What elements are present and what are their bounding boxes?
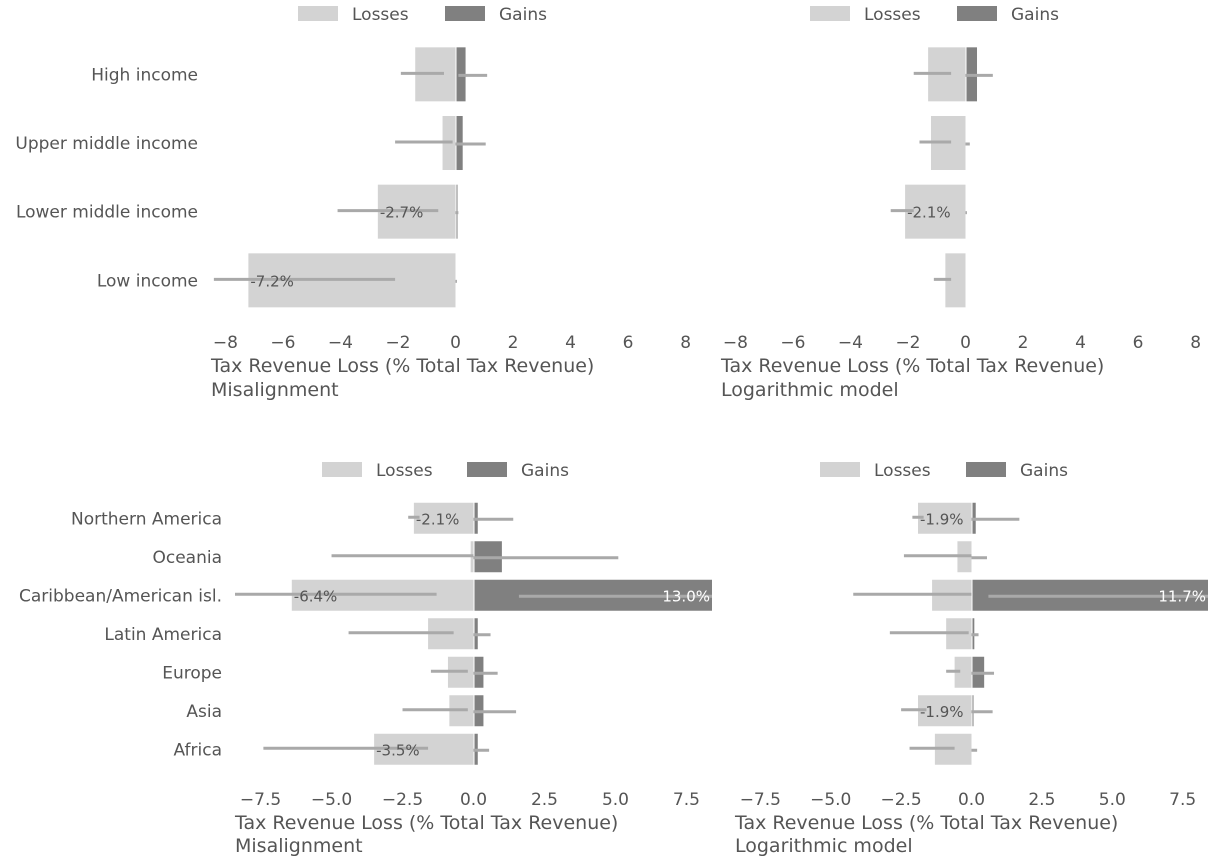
- legend-swatch-losses: [820, 462, 860, 477]
- category-label: Lower middle income: [16, 203, 198, 223]
- legend-swatch-losses: [810, 6, 850, 21]
- x-tick-label: 6: [623, 333, 634, 353]
- chart-subtitle: Misalignment: [235, 835, 363, 857]
- x-tick-label: −8: [213, 333, 238, 353]
- x-tick-label: −4: [838, 333, 863, 353]
- legend-swatch-gains: [467, 462, 507, 477]
- x-tick-label: 7.5: [1169, 790, 1196, 810]
- data-label: -6.4%: [294, 587, 338, 605]
- x-tick-label: −7.5: [740, 790, 781, 810]
- legend-label-gains: Gains: [521, 461, 569, 481]
- x-tick-label: 4: [565, 333, 576, 353]
- legend-label-gains: Gains: [499, 5, 547, 25]
- x-tick-label: 2.5: [531, 790, 558, 810]
- chart-panel-2: Losses Gains -2.1% −8 −6 −4 −2 0 2 4 6 8 Tax Revenue…: [720, 5, 1201, 401]
- chart-panel-3: Losses Gains Northern America Oceania Caribb…: [19, 461, 712, 857]
- legend-label-losses: Losses: [874, 461, 931, 481]
- legend: Losses Gains: [810, 5, 1059, 25]
- x-axis-label: Tax Revenue Loss (% Total Tax Revenue): [210, 355, 594, 377]
- x-tick-label: −8: [723, 333, 748, 353]
- legend-swatch-losses: [322, 462, 362, 477]
- category-label: Europe: [162, 663, 222, 683]
- legend-swatch-gains: [957, 6, 997, 21]
- category-label: Caribbean/American isl.: [19, 586, 222, 606]
- category-label: Low income: [97, 271, 198, 291]
- category-label: Upper middle income: [15, 134, 198, 154]
- chart-subtitle: Logarithmic model: [721, 379, 899, 401]
- legend-swatch-gains: [445, 6, 485, 21]
- x-tick-label: −4: [328, 333, 353, 353]
- x-tick-label: −5.0: [810, 790, 851, 810]
- x-tick-label: 0.0: [460, 790, 487, 810]
- x-tick-label: −6: [780, 333, 805, 353]
- x-tick-label: 8: [1190, 333, 1201, 353]
- legend: Losses Gains: [322, 461, 569, 481]
- data-label: -2.7%: [380, 204, 424, 222]
- x-tick-label: −2.5: [382, 790, 423, 810]
- legend-label-gains: Gains: [1011, 5, 1059, 25]
- legend-label-losses: Losses: [352, 5, 409, 25]
- x-tick-label: −7.5: [240, 790, 281, 810]
- x-axis-label: Tax Revenue Loss (% Total Tax Revenue): [720, 355, 1104, 377]
- category-label: High income: [91, 65, 198, 85]
- category-label: Asia: [186, 702, 222, 722]
- chart-subtitle: Logarithmic model: [735, 835, 913, 857]
- x-tick-label: 2: [508, 333, 519, 353]
- data-label: -3.5%: [376, 741, 420, 759]
- x-tick-label: −2.5: [880, 790, 921, 810]
- category-label: Africa: [174, 740, 223, 760]
- x-tick-label: 5.0: [1099, 790, 1126, 810]
- data-label: 13.0%: [662, 587, 710, 605]
- chart-panel-4: Losses Gains -1.9% 11.7% -1.9% −7.5 −5.0 −2.5 0.…: [734, 461, 1208, 857]
- category-label: Latin America: [104, 625, 222, 645]
- category-label: Northern America: [71, 509, 222, 529]
- legend-label-losses: Losses: [864, 5, 921, 25]
- x-tick-label: −2: [385, 333, 410, 353]
- chart-subtitle: Misalignment: [211, 379, 339, 401]
- legend-label-losses: Losses: [376, 461, 433, 481]
- data-label: -2.1%: [416, 510, 460, 528]
- x-tick-label: 2: [1018, 333, 1029, 353]
- x-tick-label: −2: [895, 333, 920, 353]
- category-label: Oceania: [152, 548, 222, 568]
- data-label: -2.1%: [907, 204, 951, 222]
- x-tick-label: 0: [450, 333, 461, 353]
- data-label: -1.9%: [920, 510, 964, 528]
- legend: Losses Gains: [820, 461, 1068, 481]
- x-tick-label: 4: [1075, 333, 1086, 353]
- chart-panel-1: Losses Gains High income Upper middle incom…: [15, 5, 691, 401]
- x-axis-label: Tax Revenue Loss (% Total Tax Revenue): [734, 812, 1118, 834]
- x-tick-label: 6: [1133, 333, 1144, 353]
- x-tick-label: 5.0: [602, 790, 629, 810]
- x-tick-label: −6: [270, 333, 295, 353]
- x-tick-label: 0: [960, 333, 971, 353]
- x-tick-label: 7.5: [673, 790, 700, 810]
- data-label: -7.2%: [250, 272, 294, 290]
- x-axis-label: Tax Revenue Loss (% Total Tax Revenue): [234, 812, 618, 834]
- data-label: 11.7%: [1158, 587, 1206, 605]
- x-tick-label: 0.0: [958, 790, 985, 810]
- legend-swatch-gains: [966, 462, 1006, 477]
- x-tick-label: 8: [680, 333, 691, 353]
- data-label: -1.9%: [920, 703, 964, 721]
- x-tick-label: 2.5: [1028, 790, 1055, 810]
- legend: Losses Gains: [298, 5, 547, 25]
- legend-label-gains: Gains: [1020, 461, 1068, 481]
- x-tick-label: −5.0: [311, 790, 352, 810]
- legend-swatch-losses: [298, 6, 338, 21]
